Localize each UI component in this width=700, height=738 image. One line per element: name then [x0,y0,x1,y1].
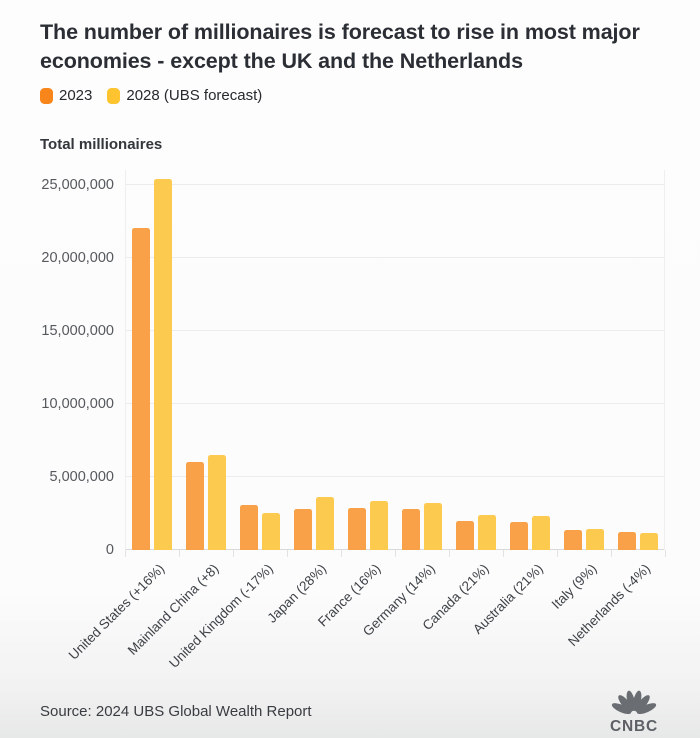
bar-group [179,170,233,550]
y-tick-label: 20,000,000 [41,249,114,266]
y-tick-label: 10,000,000 [41,395,114,412]
bar-group [449,170,503,550]
gridline-25000000 [125,183,665,185]
bar-2028 [424,502,442,550]
source-attribution: Source: 2024 UBS Global Wealth Report [40,703,312,720]
bar-2023 [186,462,204,550]
bar-groups [125,170,665,550]
y-tick-label: 15,000,000 [41,322,114,339]
bar-2023 [348,508,366,550]
x-category-label: United States (+16%) [65,561,168,663]
gridline-15000000 [125,329,665,331]
gridline-5000000 [125,475,665,477]
cnbc-logo: CNBC [604,685,664,735]
cnbc-logo-text: CNBC [610,718,658,735]
bar-group [503,170,557,550]
bar-group [395,170,449,550]
bar-group [125,170,179,550]
legend-label-2028: 2028 (UBS forecast) [126,87,263,104]
x-axis-tick [395,550,396,557]
bar-2023 [564,530,582,550]
bar-2028 [316,497,334,550]
bar-2023 [618,532,636,550]
bar-group [233,170,287,550]
chart-title: The number of millionaires is forecast t… [40,20,640,73]
bar-2023 [294,508,312,550]
x-axis-tick [341,550,342,557]
legend-item-2023: 2023 [40,87,92,104]
bar-2028 [262,512,280,550]
bar-2023 [132,228,150,550]
y-tick-label: 25,000,000 [41,176,114,193]
y-tick-label: 0 [105,542,114,558]
bar-2023 [456,520,474,550]
x-axis-tick [611,550,612,557]
bar-2028 [208,455,226,550]
legend-swatch-2028 [107,87,121,104]
bar-group [557,170,611,550]
bar-2028 [370,501,388,550]
x-category-label: Italy (9%) [548,561,600,612]
gridline-20000000 [125,256,665,258]
plot-right-edge [664,170,665,550]
bar-chart-plot-area: 0 5,000,000 10,000,000 15,000,000 20,000,000… [41,170,666,671]
bar-group [287,170,341,550]
bar-2023 [240,505,258,550]
x-axis-tick [449,550,450,557]
legend-item-2028: 2028 (UBS forecast) [107,87,262,104]
x-category-label: United Kingdom (-17%) [165,561,276,671]
gridline-0 [125,549,665,550]
gridline-10000000 [125,402,665,404]
bar-2028 [154,178,172,550]
x-axis-tick [557,550,558,557]
x-axis-tick [125,550,126,557]
x-category-label: Mainland China (+8) [124,561,222,658]
x-axis-tick [179,550,180,557]
bar-2028 [586,528,604,550]
bar-2028 [532,515,550,550]
legend-swatch-2023 [40,87,53,104]
x-axis-tick [665,550,666,557]
cnbc-peacock-icon [611,690,657,715]
x-axis-tick [233,550,234,557]
legend-label-2023: 2023 [59,87,93,104]
bar-2023 [402,508,420,550]
x-axis-tick [503,550,504,557]
bar-group [611,170,665,550]
bar-2028 [640,532,658,550]
y-tick-label: 5,000,000 [49,468,114,485]
y-axis-title: Total millionaires [40,136,163,153]
bar-2028 [478,514,496,550]
x-axis-tick [287,550,288,557]
bar-group [341,170,395,550]
y-axis-line [125,170,126,550]
legend: 2023 2028 (UBS forecast) [40,87,262,104]
bar-2023 [510,521,528,550]
